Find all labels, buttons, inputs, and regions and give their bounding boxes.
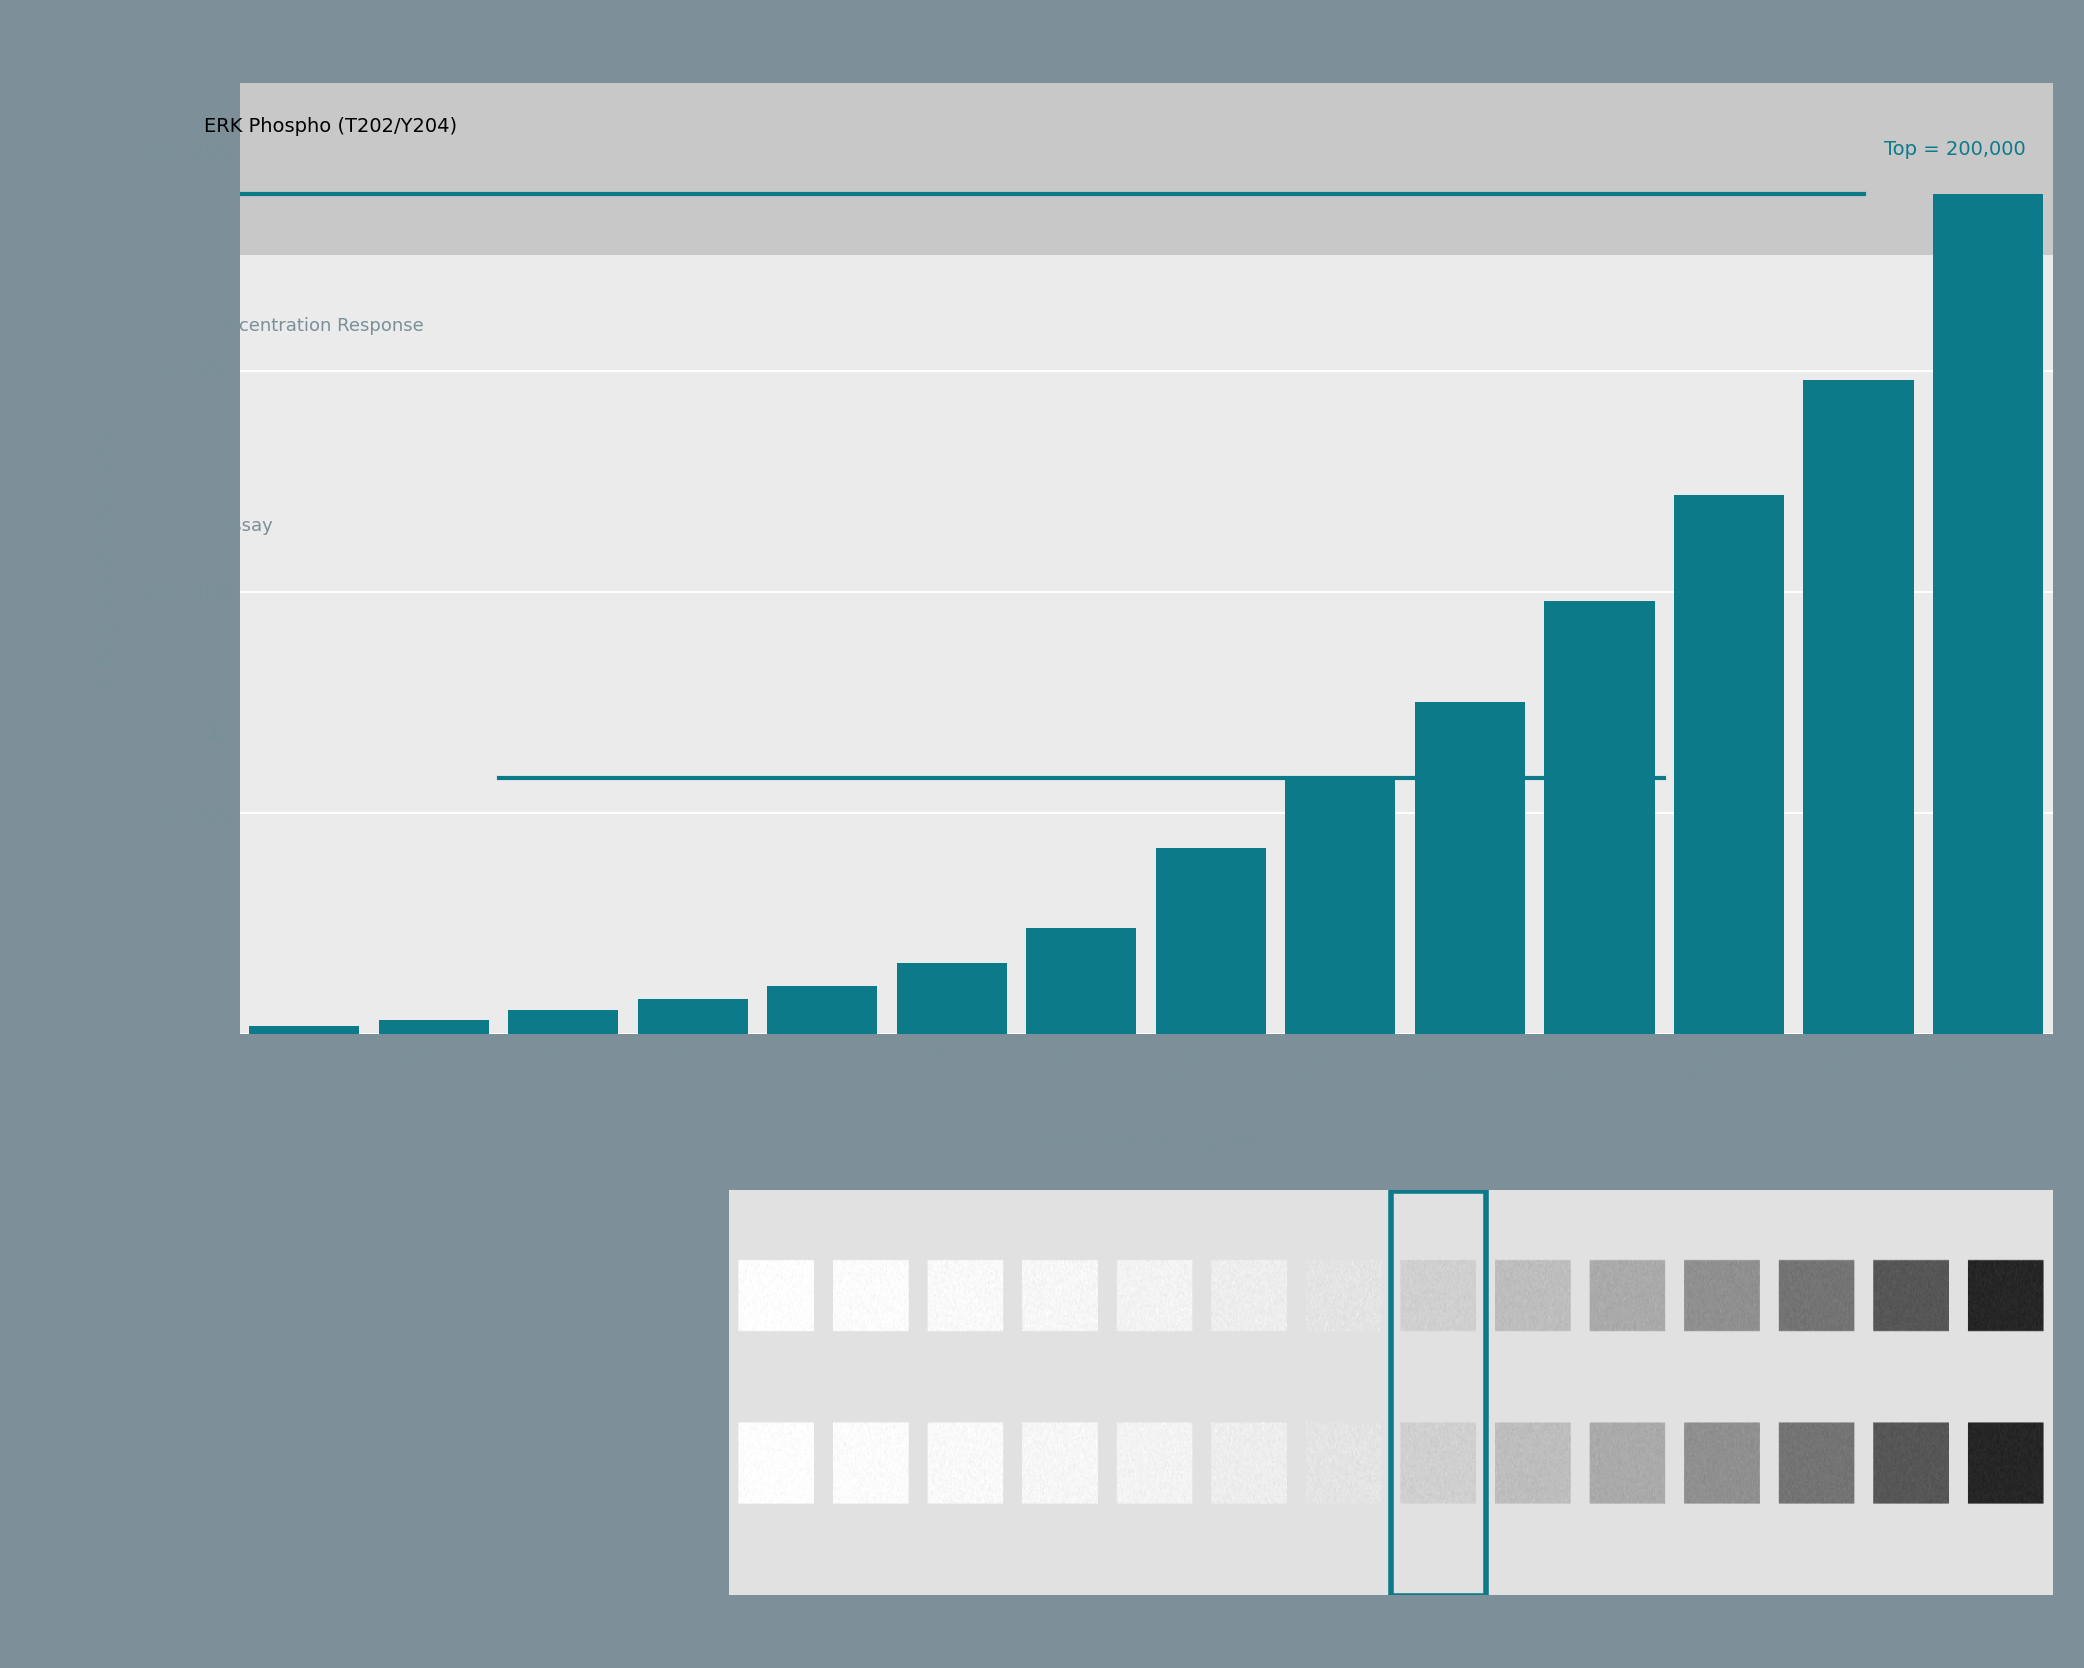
Text: ERK Phospho (T202/Y204): ERK Phospho (T202/Y204)	[204, 117, 456, 135]
Text: 1 assay: 1 assay	[204, 517, 273, 535]
Bar	[508, 1009, 619, 1034]
Text: Concentration (μg/mL): Concentration (μg/mL)	[1021, 1131, 1271, 1151]
Bar	[1934, 193, 2042, 1034]
Bar	[240, 83, 2053, 255]
Text: Concentration Response: Concentration Response	[204, 317, 423, 335]
Bar	[1157, 849, 1265, 1034]
Y-axis label: Integrated Intensity: Integrated Intensity	[94, 429, 121, 689]
Bar	[379, 1021, 490, 1034]
Bar	[638, 999, 748, 1034]
Bar	[767, 986, 877, 1034]
Bar	[1415, 702, 1525, 1034]
Bar	[1803, 380, 1913, 1034]
Bar	[1544, 600, 1655, 1034]
Text: Top = 200,000: Top = 200,000	[1884, 140, 2026, 160]
Bar	[250, 1026, 358, 1034]
Text: 1: 1	[204, 717, 225, 746]
Bar	[896, 964, 1007, 1034]
Bar	[1286, 777, 1396, 1034]
Bar	[1027, 927, 1136, 1034]
Bar	[1673, 495, 1784, 1034]
